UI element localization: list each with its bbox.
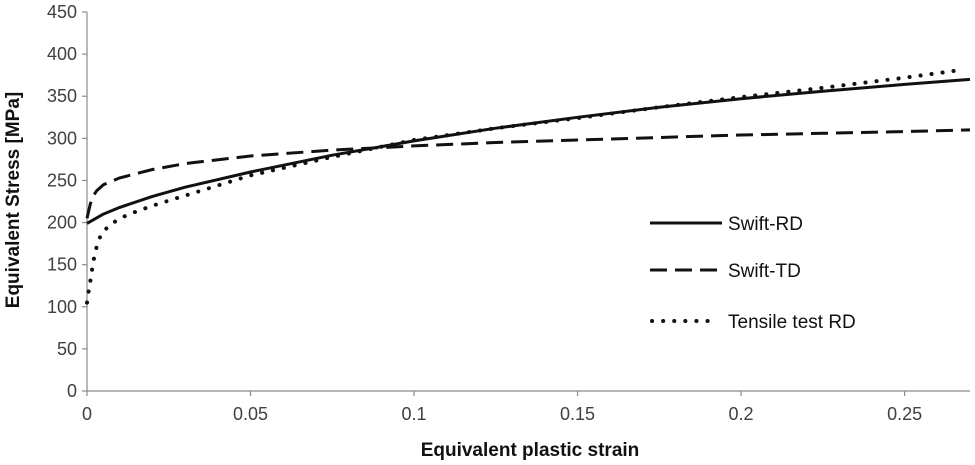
y-tick-label: 400 [47, 44, 77, 64]
y-tick-label: 300 [47, 128, 77, 148]
x-axis-ticks: 0 0.05 0.1 0.15 0.2 0.25 [82, 391, 922, 424]
y-tick-label: 0 [67, 381, 77, 401]
x-tick-label: 0.2 [729, 404, 754, 424]
y-axis-title: Equivalent Stress [MPa] [3, 92, 24, 308]
series-layer [85, 69, 971, 305]
legend-label-tensile-test-rd: Tensile test RD [728, 312, 856, 333]
y-axis-ticks: 0 50 100 150 200 250 300 350 400 450 [47, 2, 87, 401]
x-axis-title: Equivalent plastic strain [421, 440, 640, 461]
y-tick-label: 350 [47, 86, 77, 106]
legend: Swift-RD Swift-TD Tensile test RD [650, 214, 856, 333]
y-tick-label: 150 [47, 255, 77, 275]
series-line-swift-td [85, 128, 971, 219]
series-line-tensile-test-rd [85, 69, 956, 305]
y-tick-label: 200 [47, 213, 77, 233]
y-tick-label: 50 [57, 339, 77, 359]
y-tick-label: 450 [47, 2, 77, 22]
x-tick-label: 0.25 [887, 404, 922, 424]
y-tick-label: 100 [47, 297, 77, 317]
x-tick-label: 0.05 [233, 404, 268, 424]
legend-label-swift-rd: Swift-RD [728, 214, 803, 235]
legend-label-swift-td: Swift-TD [728, 261, 801, 282]
axes [86, 12, 970, 392]
x-tick-label: 0 [82, 404, 92, 424]
y-tick-label: 250 [47, 170, 77, 190]
series-line-swift-rd [86, 77, 971, 225]
x-tick-label: 0.15 [560, 404, 595, 424]
x-tick-label: 0.1 [402, 404, 427, 424]
